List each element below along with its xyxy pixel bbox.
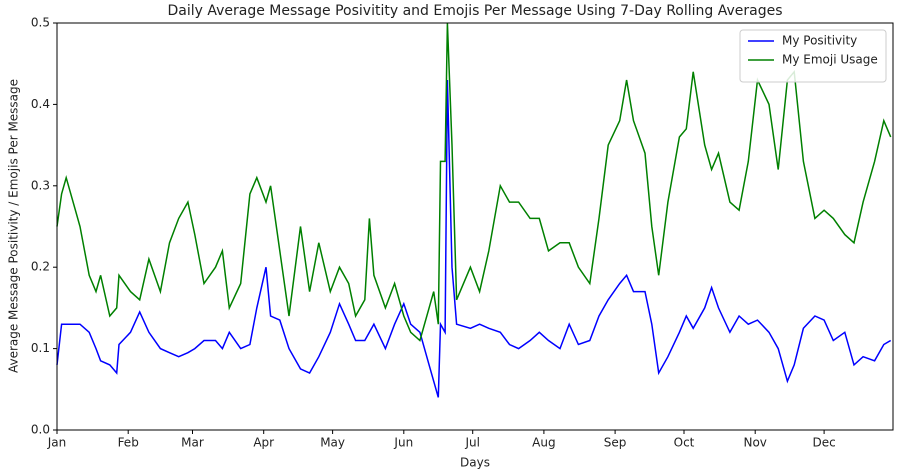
- x-tick-label: Aug: [532, 436, 555, 450]
- x-tick-label: Jul: [464, 436, 479, 450]
- y-tick-label: 0.4: [31, 97, 50, 111]
- y-tick-label: 0.1: [31, 341, 50, 355]
- x-tick-label: Dec: [812, 436, 835, 450]
- y-tick-label: 0.5: [31, 16, 50, 30]
- y-axis-label: Average Message Positivity / Emojis Per …: [7, 79, 21, 373]
- x-tick-label: Jun: [393, 436, 413, 450]
- x-tick-label: Apr: [253, 436, 274, 450]
- chart-title: Daily Average Message Posivitity and Emo…: [167, 3, 782, 19]
- line-series: [56, 22, 892, 342]
- x-tick-label: May: [320, 436, 345, 450]
- legend-box: [739, 29, 887, 83]
- legend-label: My Emoji Usage: [782, 53, 878, 67]
- y-tick-label: 0.3: [31, 178, 50, 192]
- legend-label: My Positivity: [782, 34, 857, 48]
- y-tick-label: 0.2: [31, 260, 50, 274]
- plot-frame: [56, 22, 894, 431]
- line-series: [56, 79, 892, 398]
- x-tick-label: Nov: [743, 436, 766, 450]
- x-tick-label: Mar: [181, 436, 204, 450]
- y-tick-label: 0.0: [31, 423, 50, 437]
- x-tick-label: Oct: [674, 436, 695, 450]
- x-tick-label: Feb: [118, 436, 139, 450]
- x-tick-label: Sep: [604, 436, 627, 450]
- x-tick-label: Jan: [47, 436, 67, 450]
- x-axis-label: Days: [460, 456, 490, 470]
